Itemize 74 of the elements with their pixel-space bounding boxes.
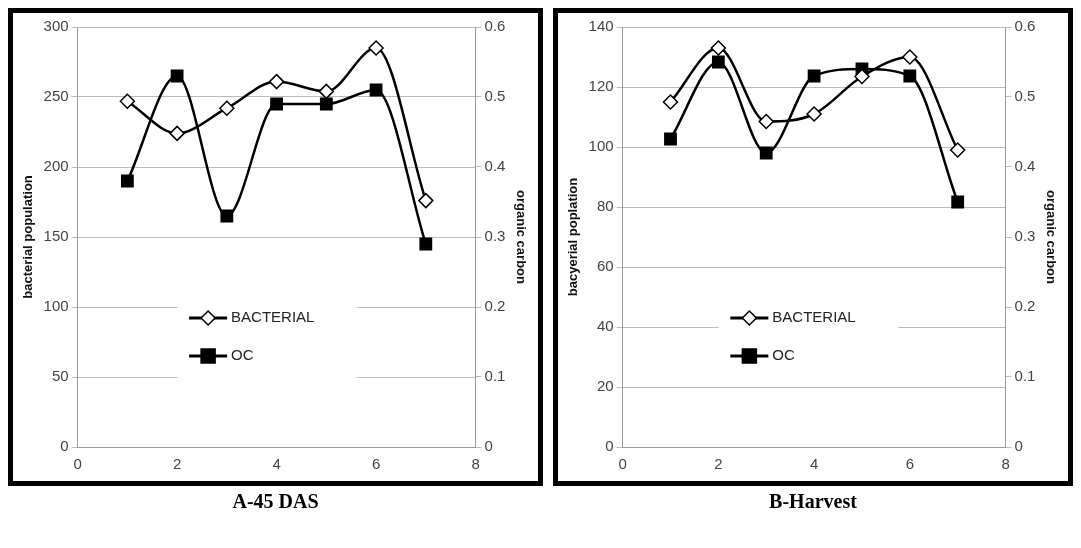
- y-tick-label: 100: [43, 297, 69, 315]
- point: [419, 237, 433, 251]
- y2-tick-label: 0.2: [484, 297, 506, 315]
- y2-tick-label: 0.3: [1014, 227, 1036, 245]
- legend-label: OC: [772, 346, 796, 364]
- y2-tick-label: 0.5: [484, 87, 506, 105]
- point: [318, 83, 335, 100]
- point: [903, 69, 917, 83]
- y-axis-title: bacterial population: [20, 175, 36, 299]
- point: [418, 192, 434, 209]
- y-tick-label: 50: [51, 367, 69, 385]
- point: [220, 209, 234, 223]
- x-tick-label: 2: [714, 455, 723, 473]
- y-tick-label: 80: [596, 197, 614, 215]
- point: [949, 142, 966, 158]
- x-tick-label: 8: [471, 455, 480, 473]
- point: [951, 195, 965, 209]
- legend-label: BACTERIAL: [231, 308, 315, 326]
- point: [662, 94, 679, 110]
- y-axis-title: bacyerial poplation: [565, 177, 581, 297]
- point: [268, 73, 285, 90]
- y2-tick-label: 0.3: [484, 227, 506, 245]
- y2-tick-label: 0.1: [1014, 367, 1036, 385]
- y2-tick-label: 0.2: [1014, 297, 1036, 315]
- y2-tick-label: 0.4: [1014, 157, 1036, 175]
- y-tick-label: 140: [588, 17, 614, 35]
- x-tick-label: 2: [172, 455, 182, 473]
- y2-axis-title: organic carbon: [513, 190, 529, 285]
- y-tick-label: 100: [588, 137, 614, 155]
- point: [219, 100, 235, 116]
- y-tick-label: 20: [596, 377, 614, 395]
- x-tick-label: 6: [371, 455, 381, 473]
- x-tick-label: 8: [1001, 455, 1010, 473]
- y-tick-label: 0: [60, 437, 69, 455]
- point: [120, 174, 134, 188]
- x-tick-label: 4: [272, 455, 281, 473]
- y2-tick-label: 0.1: [484, 367, 506, 385]
- point: [758, 113, 774, 130]
- y2-tick-label: 0.6: [1014, 17, 1036, 35]
- text: A-45 DAS: [232, 490, 319, 513]
- x-tick-label: 0: [618, 455, 627, 473]
- y2-axis-title: organic carbon: [1043, 190, 1059, 285]
- y-tick-label: 120: [588, 77, 614, 95]
- y2-tick-label: 0.6: [484, 17, 506, 35]
- y2-tick-label: 0.5: [1014, 87, 1036, 105]
- point: [119, 93, 136, 109]
- y-tick-label: 300: [43, 17, 69, 35]
- y2-tick-label: 0: [1014, 437, 1023, 455]
- y-tick-label: 40: [596, 317, 614, 335]
- point: [854, 68, 870, 85]
- point: [170, 69, 184, 83]
- point: [368, 40, 384, 56]
- y-tick-label: 200: [43, 157, 69, 175]
- y-tick-label: 150: [43, 227, 69, 245]
- point: [902, 49, 918, 65]
- point: [169, 125, 185, 142]
- legend-label: OC: [231, 346, 254, 364]
- x-tick-label: 4: [809, 455, 819, 473]
- y-tick-label: 60: [596, 257, 614, 275]
- y2-tick-label: 0.4: [484, 157, 506, 175]
- point: [319, 97, 333, 111]
- text: B-Harvest: [769, 490, 857, 513]
- point: [270, 97, 283, 111]
- y-tick-label: 250: [43, 87, 69, 105]
- point: [710, 40, 727, 56]
- y2-tick-label: 0: [484, 437, 493, 455]
- point: [711, 55, 725, 69]
- point: [759, 146, 773, 160]
- y-tick-label: 0: [605, 437, 614, 455]
- point: [806, 106, 822, 122]
- point: [664, 132, 677, 146]
- x-tick-label: 6: [905, 455, 914, 473]
- legend-label: BACTERIAL: [772, 308, 856, 326]
- x-tick-label: 0: [73, 455, 82, 473]
